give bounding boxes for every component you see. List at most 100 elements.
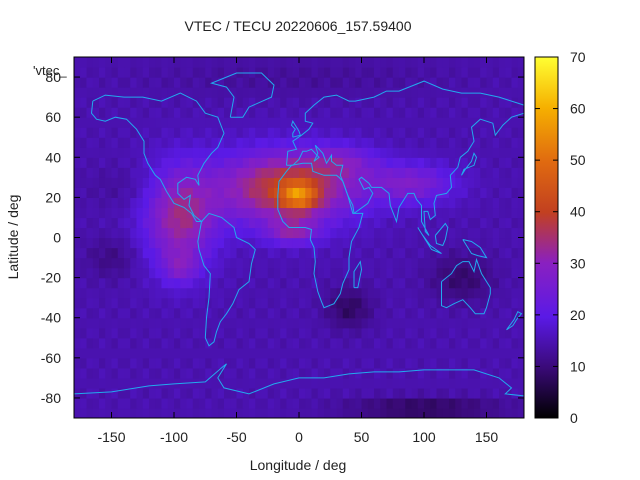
heatmap-cell bbox=[411, 337, 419, 349]
heatmap-cell bbox=[305, 247, 313, 259]
heatmap-cell bbox=[499, 187, 506, 198]
heatmap-cell bbox=[286, 57, 294, 68]
heatmap-cell bbox=[117, 407, 125, 418]
heatmap-cell bbox=[449, 387, 456, 399]
heatmap-cell bbox=[236, 67, 244, 78]
heatmap-cell bbox=[505, 87, 513, 98]
heatmap-cell bbox=[355, 287, 363, 299]
heatmap-cell bbox=[286, 127, 294, 138]
heatmap-cell bbox=[367, 167, 375, 178]
heatmap-cell bbox=[424, 127, 431, 138]
heatmap-cell bbox=[311, 307, 319, 319]
heatmap-cell bbox=[486, 387, 494, 399]
heatmap-cell bbox=[417, 317, 425, 329]
heatmap-cell bbox=[436, 227, 444, 239]
heatmap-cell bbox=[417, 197, 425, 209]
heatmap-cell bbox=[411, 117, 419, 128]
heatmap-cell bbox=[374, 317, 381, 329]
heatmap-cell bbox=[99, 97, 106, 108]
heatmap-cell bbox=[174, 297, 181, 309]
heatmap-cell bbox=[149, 297, 156, 309]
heatmap-cell bbox=[155, 357, 163, 369]
heatmap-cell bbox=[105, 297, 113, 309]
heatmap-cell bbox=[317, 287, 325, 299]
heatmap-cell bbox=[192, 227, 200, 239]
heatmap-cell bbox=[199, 257, 206, 269]
heatmap-cell bbox=[424, 267, 431, 279]
heatmap-cell bbox=[411, 247, 419, 259]
heatmap-cell bbox=[124, 267, 131, 279]
heatmap-cell bbox=[311, 117, 319, 128]
heatmap-cell bbox=[317, 277, 325, 289]
heatmap-cell bbox=[355, 267, 363, 279]
heatmap-cell bbox=[80, 77, 88, 88]
heatmap-cell bbox=[261, 267, 269, 279]
heatmap-cell bbox=[405, 127, 413, 138]
heatmap-cell bbox=[205, 277, 213, 289]
heatmap-cell bbox=[174, 407, 181, 418]
heatmap-cell bbox=[449, 137, 456, 148]
heatmap-cell bbox=[142, 217, 150, 229]
heatmap-cell bbox=[117, 397, 125, 409]
heatmap-cell bbox=[386, 277, 394, 289]
heatmap-cell bbox=[511, 397, 519, 409]
heatmap-cell bbox=[480, 227, 488, 239]
heatmap-cell bbox=[86, 357, 94, 369]
heatmap-cell bbox=[174, 327, 181, 339]
heatmap-cell bbox=[161, 117, 169, 128]
heatmap-cell bbox=[511, 207, 519, 219]
heatmap-cell bbox=[280, 97, 288, 108]
heatmap-cell bbox=[217, 97, 225, 108]
heatmap-cell bbox=[149, 347, 156, 359]
heatmap-cell bbox=[374, 127, 381, 138]
heatmap-cell bbox=[486, 317, 494, 329]
heatmap-cell bbox=[411, 147, 419, 158]
heatmap-cell bbox=[111, 247, 119, 259]
heatmap-cell bbox=[224, 67, 231, 78]
heatmap-cell bbox=[167, 157, 175, 168]
heatmap-cell bbox=[405, 347, 413, 359]
heatmap-cell bbox=[430, 277, 438, 289]
heatmap-cell bbox=[192, 277, 200, 289]
heatmap-cell bbox=[224, 97, 231, 108]
heatmap-cell bbox=[86, 367, 94, 379]
heatmap-cell bbox=[461, 317, 469, 329]
heatmap-cell bbox=[399, 127, 406, 138]
heatmap-cell bbox=[99, 377, 106, 389]
heatmap-cell bbox=[186, 197, 194, 209]
heatmap-cell bbox=[255, 177, 263, 188]
heatmap-cell bbox=[430, 117, 438, 128]
heatmap-cell bbox=[86, 267, 94, 279]
heatmap-cell bbox=[380, 217, 388, 229]
heatmap-cell bbox=[286, 387, 294, 399]
heatmap-cell bbox=[499, 287, 506, 299]
heatmap-cell bbox=[449, 97, 456, 108]
heatmap-cell bbox=[280, 167, 288, 178]
colorbar-tick-label: 10 bbox=[570, 358, 586, 374]
heatmap-cell bbox=[499, 57, 506, 68]
heatmap-cell bbox=[517, 77, 524, 88]
heatmap-cell bbox=[105, 237, 113, 249]
heatmap-cell bbox=[130, 177, 138, 188]
heatmap-cell bbox=[142, 227, 150, 239]
heatmap-cell bbox=[249, 87, 256, 98]
heatmap-cell bbox=[442, 237, 450, 249]
heatmap-cell bbox=[517, 127, 524, 138]
heatmap-cell bbox=[274, 227, 281, 239]
heatmap-cell bbox=[399, 397, 406, 409]
heatmap-cell bbox=[374, 207, 381, 219]
heatmap-cell bbox=[417, 307, 425, 319]
heatmap-cell bbox=[286, 187, 294, 198]
heatmap-cell bbox=[136, 227, 144, 239]
heatmap-cell bbox=[342, 217, 350, 229]
heatmap-cell bbox=[105, 57, 113, 68]
heatmap-cell bbox=[430, 57, 438, 68]
heatmap-cell bbox=[330, 137, 338, 148]
heatmap-cell bbox=[436, 187, 444, 198]
heatmap-cell bbox=[92, 257, 100, 269]
heatmap-cell bbox=[261, 157, 269, 168]
heatmap-cell bbox=[74, 157, 81, 168]
heatmap-cell bbox=[86, 327, 94, 339]
heatmap-cell bbox=[186, 227, 194, 239]
heatmap-cell bbox=[480, 327, 488, 339]
